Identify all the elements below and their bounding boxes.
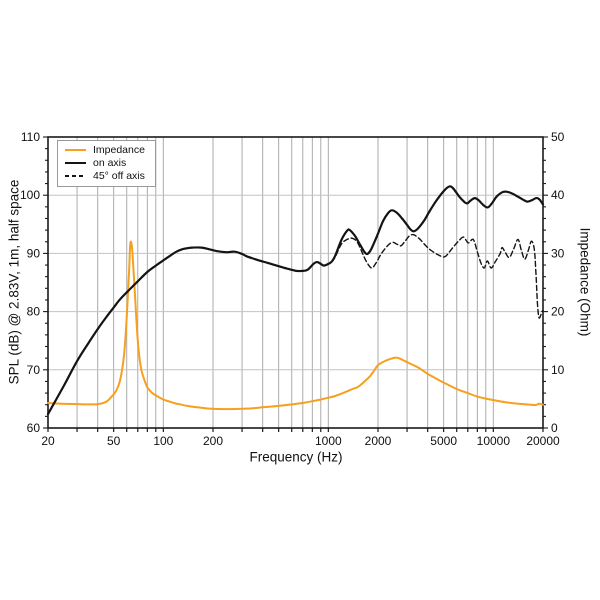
x-tick-label: 100 [153, 434, 173, 448]
impedance-line-swatch [65, 149, 86, 151]
y-right-tick-label: 0 [551, 421, 558, 435]
x-tick-label: 50 [107, 434, 121, 448]
y-right-tick-label: 20 [551, 305, 565, 319]
y-axis-title-left: SPL (dB) @ 2.83V, 1m, half space [6, 179, 22, 385]
x-tick-label: 20000 [526, 434, 560, 448]
x-tick-label: 2000 [365, 434, 392, 448]
legend-item-on-axis: on axis [65, 157, 145, 169]
y-left-tick-label: 70 [27, 363, 41, 377]
impedance-curve [47, 240, 544, 411]
legend-item-impedance: Impedance [65, 144, 145, 156]
x-tick-label: 1000 [315, 434, 342, 448]
x-tick-label: 10000 [477, 434, 511, 448]
on-axis-line-swatch [65, 162, 86, 164]
y-left-tick-label: 80 [27, 305, 41, 319]
legend-label: on axis [93, 157, 127, 169]
y-left-tick-label: 60 [27, 421, 41, 435]
legend: Impedance on axis 45° off axis [57, 140, 156, 187]
off-axis-line-swatch [65, 175, 86, 177]
plot-frame [47, 136, 544, 429]
y-right-tick-label: 30 [551, 246, 565, 260]
legend-label: 45° off axis [93, 170, 145, 182]
x-tick-label: 5000 [430, 434, 457, 448]
y-right-tick-label: 10 [551, 363, 565, 377]
legend-label: Impedance [93, 144, 145, 156]
y-left-tick-label: 110 [21, 130, 40, 144]
y-left-tick-label: 100 [20, 188, 40, 202]
x-axis-title: Frequency (Hz) [249, 449, 343, 465]
y-left-tick-label: 90 [27, 246, 41, 260]
y-right-tick-label: 40 [551, 188, 565, 202]
legend-item-45-off-axis: 45° off axis [65, 170, 145, 182]
off-axis-45-curve [323, 233, 544, 319]
x-tick-label: 200 [203, 434, 223, 448]
y-right-tick-label: 50 [551, 130, 565, 144]
on-axis-curve [46, 185, 545, 416]
y-axis-title-right: Impedance (Ohm) [577, 227, 593, 337]
x-tick-label: 20 [41, 434, 55, 448]
